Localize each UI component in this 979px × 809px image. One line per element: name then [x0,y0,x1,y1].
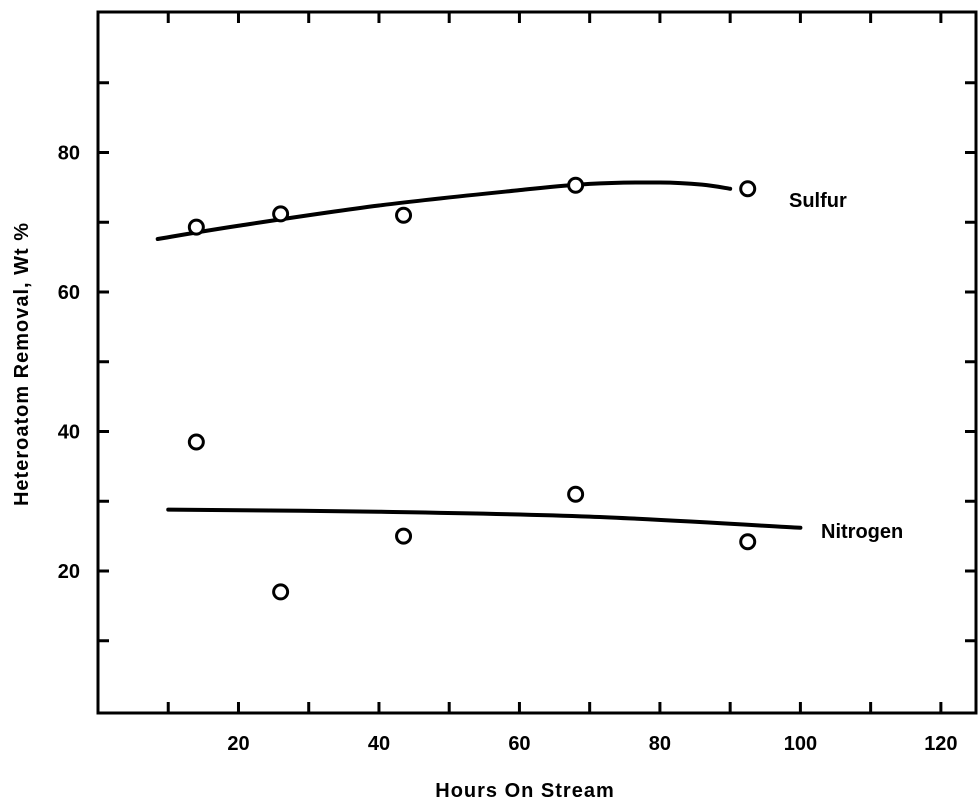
x-tick-label: 80 [649,733,671,755]
y-tick-label: 20 [58,561,80,583]
data-point-sulfur [395,206,413,224]
trend-lines [155,180,803,530]
series-label-nitrogen: Nitrogen [821,521,903,543]
tick-labels: 20 40 60 80 100 120 20 40 60 80 [58,143,958,756]
x-tick-label: 40 [368,733,390,755]
x-tick-label: 60 [508,733,530,755]
x-tick-label: 120 [924,733,957,755]
data-point-nitrogen [739,533,757,551]
data-point-sulfur [739,180,757,198]
data-point-sulfur [272,205,290,223]
data-point-nitrogen [395,527,413,545]
data-point-sulfur [187,218,205,236]
x-tick-label: 20 [227,733,249,755]
y-tick-label: 60 [58,282,80,304]
plot-frame [96,10,978,715]
y-tick-label: 80 [58,143,80,165]
y-axis-label: Heteroatom Removal, Wt % [11,222,33,506]
series-label-sulfur: Sulfur [789,190,847,212]
data-point-nitrogen [187,433,205,451]
data-point-nitrogen [272,583,290,601]
x-axis-label: Hours On Stream [435,780,614,802]
data-point-sulfur [567,176,585,194]
data-points [187,176,757,601]
y-tick-label: 40 [58,422,80,444]
x-tick-label: 100 [784,733,817,755]
series-labels: Sulfur Nitrogen [789,190,903,543]
trend-line-sulfur [155,180,733,241]
trend-line-nitrogen [166,507,803,530]
data-point-nitrogen [567,485,585,503]
axis-ticks [98,12,976,713]
